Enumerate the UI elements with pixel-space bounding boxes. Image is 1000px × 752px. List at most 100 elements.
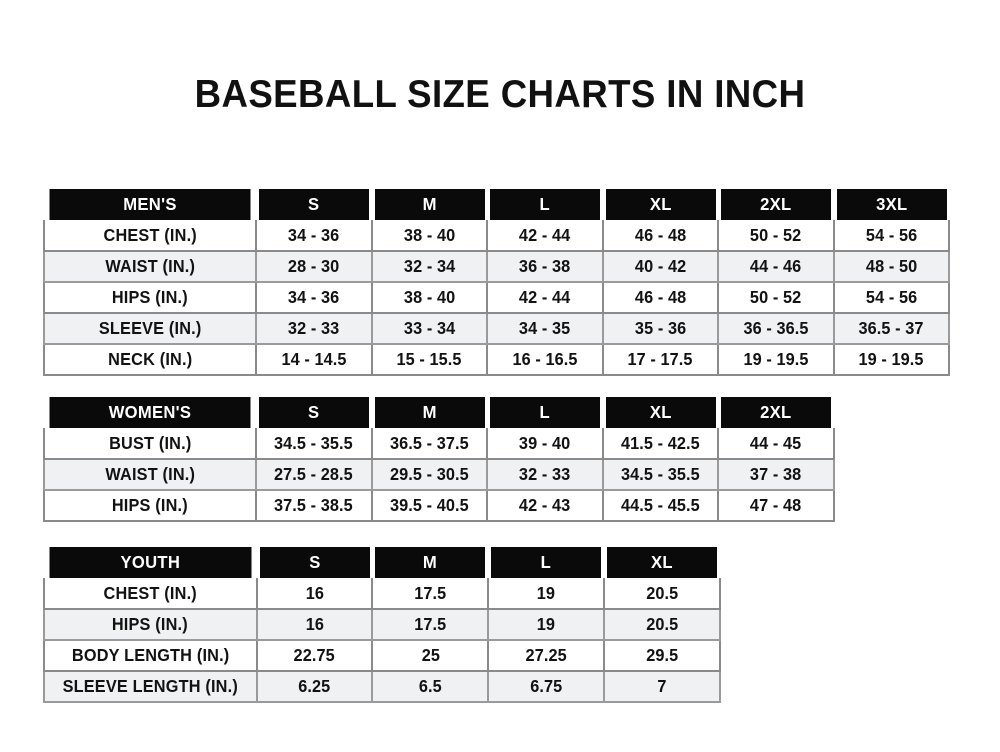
cell-value: 36.5 - 37.5 (389, 432, 469, 453)
cell-value: 42 - 44 (519, 287, 571, 307)
mens-cell-waist-xl: 40 - 42 (601, 250, 719, 283)
youth-cell-body-length-xl: 29.5 (603, 639, 721, 672)
womens-row-label-hips: HIPS (IN.) (43, 489, 257, 522)
cell-value: 16 - 16.5 (512, 349, 578, 369)
table-row: WAIST (IN.) 27.5 - 28.5 29.5 - 30.5 32 - 33… (43, 458, 835, 491)
mens-row-label-neck: NECK (IN.) (43, 343, 257, 376)
mens-column-header-xl: XL (605, 189, 716, 220)
youth-cell-sleeve-length-l: 6.75 (487, 670, 606, 703)
cell-value: 41.5 - 42.5 (620, 432, 700, 453)
youth-cell-hips-xl: 20.5 (603, 608, 721, 641)
cell-value: 35 - 36 (634, 318, 686, 338)
cell-value: 38 - 40 (403, 224, 455, 245)
cell-value: 47 - 48 (750, 495, 802, 515)
mens-table-head: MEN'S S M L XL 2XL 3XL (44, 189, 949, 220)
mens-cell-neck-xl: 17 - 17.5 (601, 343, 719, 376)
table-row: NECK (IN.) 14 - 14.5 15 - 15.5 16 - 16.5 17 … (43, 343, 950, 376)
mens-header-label: MEN'S (49, 189, 251, 220)
row-label-text: CHEST (IN.) (103, 582, 197, 603)
mens-cell-waist-s: 28 - 30 (255, 250, 373, 283)
cell-value: 40 - 42 (634, 256, 686, 276)
womens-header-row: WOMEN'S S M L XL 2XL (44, 397, 834, 428)
womens-cell-hips-xl: 44.5 - 45.5 (601, 489, 719, 522)
cell-value: 17.5 (414, 582, 447, 603)
cell-value: 20.5 (646, 614, 679, 634)
womens-header-label: WOMEN'S (49, 397, 251, 428)
mens-column-header-s: S (258, 189, 369, 220)
cell-value: 19 - 19.5 (743, 349, 809, 369)
mens-row-label-chest: CHEST (IN.) (43, 220, 257, 252)
mens-cell-hips-m: 38 - 40 (370, 281, 488, 314)
youth-cell-sleeve-length-xl: 7 (603, 670, 721, 703)
cell-value: 50 - 52 (750, 224, 802, 245)
cell-value: 34 - 35 (519, 318, 571, 338)
womens-cell-bust-2xl: 44 - 45 (717, 428, 835, 460)
cell-value: 14 - 14.5 (281, 349, 347, 369)
cell-value: 46 - 48 (634, 224, 686, 245)
youth-row-label-sleeve-length: SLEEVE LENGTH (IN.) (43, 670, 258, 703)
youth-row-label-chest: CHEST (IN.) (43, 578, 258, 610)
cell-value: 36 - 36.5 (743, 318, 809, 338)
youth-cell-body-length-l: 27.25 (487, 639, 606, 672)
mens-cell-neck-s: 14 - 14.5 (255, 343, 373, 376)
cell-value: 17 - 17.5 (627, 349, 693, 369)
page-title: BASEBALL SIZE CHARTS IN INCH (194, 73, 806, 116)
mens-cell-chest-l: 42 - 44 (486, 220, 604, 252)
table-row: SLEEVE (IN.) 32 - 33 33 - 34 34 - 35 35 - 36… (43, 312, 950, 345)
womens-column-header-2xl: 2XL (720, 397, 831, 428)
cell-value: 22.75 (293, 645, 336, 665)
table-row: WAIST (IN.) 28 - 30 32 - 34 36 - 38 40 - 42 4… (43, 250, 950, 283)
mens-cell-sleeve-3xl: 36.5 - 37 (832, 312, 950, 345)
youth-header-label: YOUTH (49, 547, 252, 578)
womens-row-label-bust: BUST (IN.) (43, 428, 257, 460)
womens-cell-bust-m: 36.5 - 37.5 (370, 428, 488, 460)
row-label-text: BODY LENGTH (IN.) (71, 645, 230, 665)
cell-value: 33 - 34 (403, 318, 455, 338)
row-label-text: BUST (IN.) (108, 432, 192, 453)
mens-cell-chest-2xl: 50 - 52 (717, 220, 835, 252)
cell-value: 39 - 40 (519, 432, 571, 453)
cell-value: 34 - 36 (288, 287, 340, 307)
cell-value: 36.5 - 37 (858, 318, 924, 338)
mens-cell-chest-xl: 46 - 48 (601, 220, 719, 252)
mens-cell-hips-3xl: 54 - 56 (832, 281, 950, 314)
cell-value: 19 (537, 582, 556, 603)
mens-cell-waist-l: 36 - 38 (486, 250, 604, 283)
womens-cell-hips-s: 37.5 - 38.5 (255, 489, 373, 522)
youth-cell-hips-m: 17.5 (371, 608, 490, 641)
youth-column-header-m: M (375, 547, 486, 578)
mens-table-body: CHEST (IN.) 34 - 36 38 - 40 42 - 44 46 - 48 5… (43, 220, 950, 376)
mens-cell-neck-l: 16 - 16.5 (486, 343, 604, 376)
mens-row-label-waist: WAIST (IN.) (43, 250, 257, 283)
womens-cell-hips-m: 39.5 - 40.5 (370, 489, 488, 522)
mens-cell-sleeve-2xl: 36 - 36.5 (717, 312, 835, 345)
table-row: HIPS (IN.) 16 17.5 19 20.5 (43, 608, 721, 641)
cell-value: 39.5 - 40.5 (389, 495, 469, 515)
youth-cell-body-length-s: 22.75 (255, 639, 374, 672)
cell-value: 28 - 30 (288, 256, 340, 276)
table-row: BODY LENGTH (IN.) 22.75 25 27.25 29.5 (43, 639, 721, 672)
womens-cell-bust-l: 39 - 40 (486, 428, 604, 460)
cell-value: 32 - 33 (288, 318, 340, 338)
cell-value: 15 - 15.5 (396, 349, 462, 369)
mens-cell-chest-s: 34 - 36 (255, 220, 373, 252)
cell-value: 38 - 40 (403, 287, 455, 307)
youth-size-table: YOUTH S M L XL CHEST (IN.) 16 17.5 19 20.5 HIPS (… (43, 547, 721, 703)
cell-value: 34 - 36 (288, 224, 340, 245)
cell-value: 48 - 50 (865, 256, 917, 276)
youth-table-body: CHEST (IN.) 16 17.5 19 20.5 HIPS (IN.) 16 17.5 1… (43, 578, 721, 703)
womens-cell-hips-2xl: 47 - 48 (717, 489, 835, 522)
row-label-text: SLEEVE (IN.) (98, 318, 202, 338)
womens-table-head: WOMEN'S S M L XL 2XL (44, 397, 834, 428)
row-label-text: HIPS (IN.) (111, 287, 188, 307)
mens-column-header-3xl: 3XL (836, 189, 947, 220)
row-label-text: HIPS (IN.) (111, 495, 188, 515)
youth-cell-chest-m: 17.5 (371, 578, 490, 610)
cell-value: 42 - 44 (519, 224, 571, 245)
mens-row-label-sleeve: SLEEVE (IN.) (43, 312, 257, 345)
cell-value: 19 - 19.5 (858, 349, 924, 369)
cell-value: 32 - 33 (519, 464, 571, 484)
cell-value: 6.75 (530, 676, 563, 696)
womens-cell-waist-l: 32 - 33 (486, 458, 604, 491)
table-row: SLEEVE LENGTH (IN.) 6.25 6.5 6.75 7 (43, 670, 721, 703)
